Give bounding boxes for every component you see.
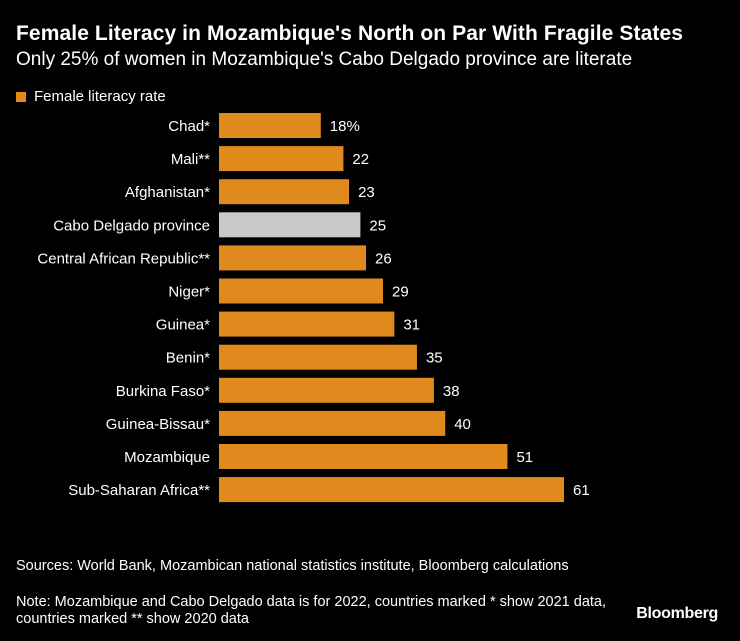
category-label: Cabo Delgado province [53, 217, 210, 234]
chart-subtitle: Only 25% of women in Mozambique's Cabo D… [16, 49, 633, 70]
bar-3 [219, 212, 361, 238]
category-label: Mozambique [124, 449, 210, 466]
bar-10 [219, 444, 508, 469]
bar-5 [219, 278, 384, 304]
category-label: Guinea* [156, 317, 210, 334]
category-label: Niger* [168, 284, 210, 301]
value-label: 26 [375, 250, 392, 267]
bar-9 [219, 410, 446, 436]
bar-0 [219, 113, 321, 138]
bar-4 [219, 245, 367, 271]
bar-chart: Chad* 18% Mali** 22 Afghanistan* 23 Cabo Delga… [37, 113, 590, 503]
value-label: 22 [352, 151, 369, 168]
value-label: 25 [369, 217, 386, 234]
chart-title: Female Literacy in Mozambique's North on… [16, 22, 684, 45]
value-label: 23 [358, 184, 375, 201]
category-label: Guinea-Bissau* [106, 416, 210, 433]
value-label: 38 [443, 383, 460, 400]
category-label: Afghanistan* [125, 184, 210, 201]
value-label: 61 [573, 482, 590, 499]
bar-8 [219, 377, 434, 403]
bar-11 [219, 477, 564, 503]
bar-2 [219, 179, 350, 205]
value-label: 31 [403, 317, 420, 334]
value-label: 35 [426, 350, 443, 367]
bar-6 [219, 311, 395, 337]
category-label: Mali** [171, 151, 210, 168]
category-label: Burkina Faso* [116, 383, 210, 400]
bar-1 [219, 146, 344, 172]
value-label: 18% [330, 118, 360, 135]
sources-text: Sources: World Bank, Mozambican national… [16, 558, 569, 574]
category-label: Sub-Saharan Africa** [68, 482, 210, 499]
legend-swatch [16, 91, 26, 102]
category-label: Chad* [168, 118, 210, 135]
note-text: Note: Mozambique and Cabo Delgado data i… [16, 594, 607, 627]
value-label: 40 [454, 416, 471, 433]
bar-7 [219, 344, 417, 370]
category-label: Central African Republic** [37, 250, 210, 267]
bloomberg-logo: Bloomberg [636, 605, 718, 622]
category-label: Benin* [166, 350, 210, 367]
legend-label: Female literacy rate [34, 88, 166, 105]
value-label: 51 [516, 449, 533, 466]
legend: Female literacy rate [16, 88, 166, 105]
value-label: 29 [392, 284, 409, 301]
